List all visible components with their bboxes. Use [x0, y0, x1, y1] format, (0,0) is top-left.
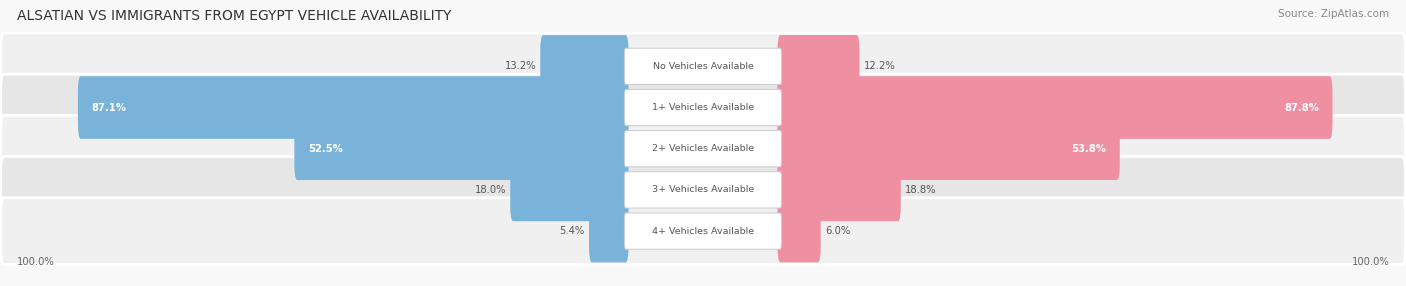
FancyBboxPatch shape — [778, 200, 821, 262]
Text: 4+ Vehicles Available: 4+ Vehicles Available — [652, 227, 754, 236]
FancyBboxPatch shape — [540, 35, 628, 98]
FancyBboxPatch shape — [624, 90, 782, 126]
FancyBboxPatch shape — [778, 35, 859, 98]
FancyBboxPatch shape — [0, 198, 1406, 265]
Text: 2+ Vehicles Available: 2+ Vehicles Available — [652, 144, 754, 153]
Text: 5.4%: 5.4% — [560, 226, 585, 236]
FancyBboxPatch shape — [589, 200, 628, 262]
FancyBboxPatch shape — [0, 156, 1406, 223]
FancyBboxPatch shape — [0, 115, 1406, 182]
FancyBboxPatch shape — [624, 131, 782, 167]
Text: Source: ZipAtlas.com: Source: ZipAtlas.com — [1278, 9, 1389, 19]
Text: 18.0%: 18.0% — [474, 185, 506, 195]
FancyBboxPatch shape — [624, 213, 782, 249]
Text: 100.0%: 100.0% — [1351, 257, 1389, 267]
Text: ALSATIAN VS IMMIGRANTS FROM EGYPT VEHICLE AVAILABILITY: ALSATIAN VS IMMIGRANTS FROM EGYPT VEHICL… — [17, 9, 451, 23]
FancyBboxPatch shape — [778, 159, 901, 221]
FancyBboxPatch shape — [624, 172, 782, 208]
FancyBboxPatch shape — [0, 33, 1406, 100]
FancyBboxPatch shape — [778, 118, 1119, 180]
FancyBboxPatch shape — [294, 118, 628, 180]
Text: 87.8%: 87.8% — [1284, 103, 1319, 112]
Text: 1+ Vehicles Available: 1+ Vehicles Available — [652, 103, 754, 112]
Text: 87.1%: 87.1% — [91, 103, 127, 112]
Text: 52.5%: 52.5% — [308, 144, 343, 154]
Text: 6.0%: 6.0% — [825, 226, 851, 236]
Text: 53.8%: 53.8% — [1071, 144, 1107, 154]
FancyBboxPatch shape — [778, 76, 1333, 139]
FancyBboxPatch shape — [624, 48, 782, 84]
FancyBboxPatch shape — [510, 159, 628, 221]
Text: No Vehicles Available: No Vehicles Available — [652, 62, 754, 71]
Text: 13.2%: 13.2% — [505, 61, 536, 71]
Text: 100.0%: 100.0% — [17, 257, 55, 267]
Text: 12.2%: 12.2% — [863, 61, 896, 71]
Text: 18.8%: 18.8% — [905, 185, 936, 195]
FancyBboxPatch shape — [77, 76, 628, 139]
Text: 3+ Vehicles Available: 3+ Vehicles Available — [652, 185, 754, 194]
FancyBboxPatch shape — [0, 74, 1406, 141]
